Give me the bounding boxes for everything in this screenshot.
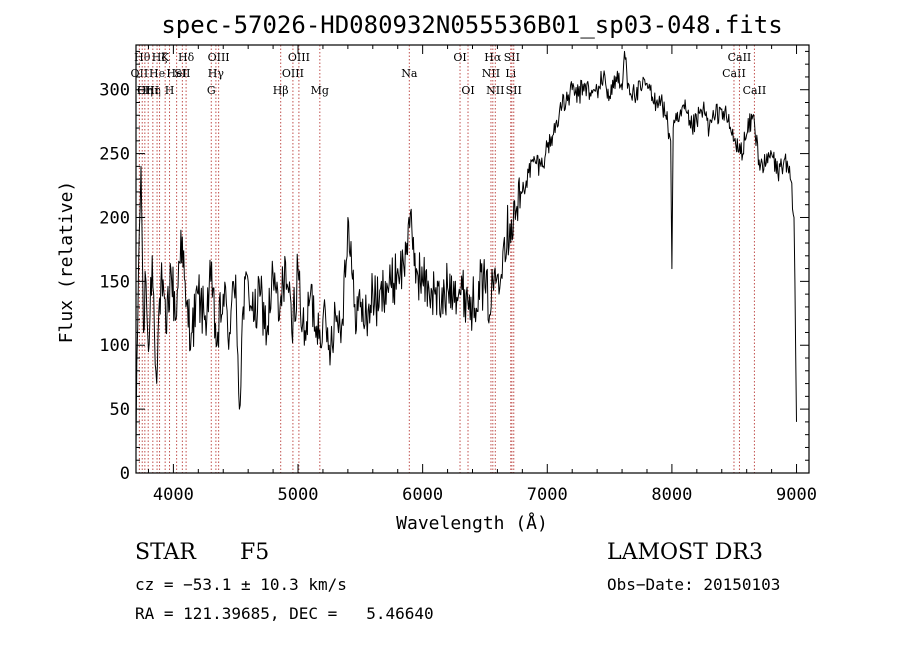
line-label-0-0: OII — [131, 67, 149, 80]
y-tick-label-4: 200 — [99, 208, 130, 228]
line-label-1-0: Hθ — [134, 51, 151, 64]
survey-name: LAMOST DR3 — [607, 540, 763, 565]
chart-title: spec-57026-HD080932N055536B01_sp03-048.f… — [161, 11, 782, 39]
line-label-13-0: Hγ — [208, 67, 225, 80]
line-label-20-0: OI — [453, 51, 466, 64]
x-tick-label-0: 4000 — [153, 485, 194, 505]
x-tick-label-1: 5000 — [278, 485, 319, 505]
x-tick-label-4: 8000 — [651, 485, 692, 505]
y-tick-label-0: 0 — [120, 464, 130, 484]
x-tick-label-5: 9000 — [776, 485, 817, 505]
line-label-3-0: OIII — [137, 84, 159, 97]
y-axis-ticks: 0 50 100 150 200 250 300 — [99, 50, 809, 484]
y-axis-label: Flux (relative) — [56, 181, 77, 344]
line-label-23-0: Hα — [484, 51, 502, 64]
subclass: F5 — [240, 540, 270, 565]
line-label-18-0: Mg — [311, 84, 329, 97]
line-label-14-0: OIII — [208, 51, 230, 64]
line-label-16-0: OIII — [282, 67, 304, 80]
line-label-30-0: CaII — [743, 84, 767, 97]
y-tick-label-6: 300 — [99, 81, 130, 101]
line-label-28-0: CaII — [722, 67, 746, 80]
coordinates: RA = 121.39685, DEC = 5.46640 — [135, 604, 434, 623]
emission-line-markers: OIIHθHηOIIIHηHeHζKHHeISIIHδGHγOIIIHβOIII… — [131, 45, 767, 473]
line-label-24-0: NII — [486, 84, 504, 97]
line-label-8-0: H — [165, 84, 175, 97]
y-tick-label-5: 250 — [99, 145, 130, 165]
line-label-6-0: Hζ — [152, 51, 168, 64]
x-axis-ticks: 4000 5000 6000 7000 8000 9000 — [147, 45, 817, 505]
line-label-26-0: SII — [504, 51, 520, 64]
spectrum-series — [135, 50, 797, 448]
line-label-12-0: G — [207, 84, 216, 97]
line-label-7-0: K — [161, 51, 170, 64]
redshift-velocity: cz = −53.1 ± 10.3 km/s — [135, 575, 347, 594]
y-tick-label-2: 100 — [99, 336, 130, 356]
x-tick-label-3: 7000 — [527, 485, 568, 505]
line-label-9-0: HeI — [166, 67, 186, 80]
line-label-4-0: Hη — [145, 84, 161, 97]
line-label-29-0: CaII — [728, 51, 752, 64]
spectrum-line — [135, 50, 797, 448]
line-label-25-0: Li — [505, 67, 516, 80]
line-label-27-0: SII — [506, 84, 522, 97]
line-label-5-0: He — [149, 67, 165, 80]
observation-date: Obs−Date: 20150103 — [607, 575, 781, 594]
line-label-15-0: Hβ — [273, 84, 289, 97]
line-label-19-0: Na — [401, 67, 418, 80]
plot-frame — [135, 44, 810, 474]
x-tick-label-2: 6000 — [402, 485, 443, 505]
y-tick-label-3: 150 — [99, 272, 130, 292]
line-label-21-0: OI — [461, 84, 474, 97]
line-label-17-0: OIII — [288, 51, 310, 64]
line-label-22-0: NII — [482, 67, 500, 80]
x-axis-label: Wavelength (Å) — [396, 512, 548, 534]
line-label-10-0: SII — [174, 67, 190, 80]
line-label-2-0: Hη — [137, 84, 153, 97]
y-tick-label-1: 50 — [110, 400, 130, 420]
line-label-11-0: Hδ — [178, 51, 195, 64]
object-type: STAR — [135, 540, 196, 565]
